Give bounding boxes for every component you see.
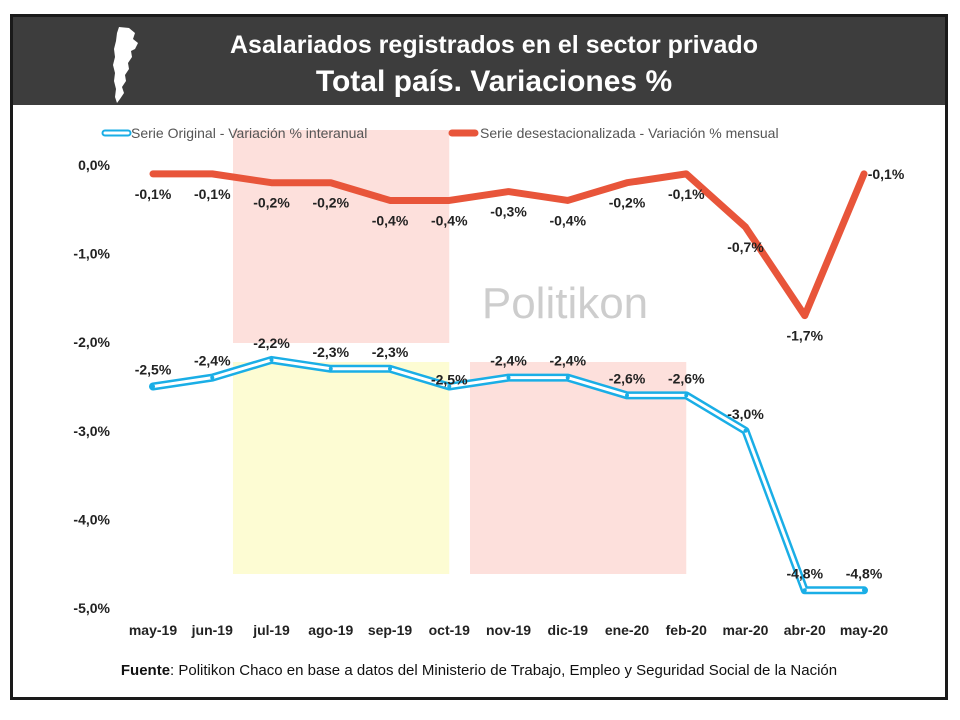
chart-frame: Asalariados registrados en el sector pri… [10,14,948,700]
source-label: Fuente [120,662,171,679]
header-bar: Asalariados registrados en el sector pri… [13,17,945,105]
source-text: : Politikon Chaco en base a datos del Mi… [170,662,838,679]
chart-subtitle: Total país. Variaciones % [315,65,673,98]
argentina-map-icon [113,27,138,103]
source-note: Fuente: Politikon Chaco en base a datos … [13,662,945,679]
chart-title: Asalariados registrados en el sector pri… [230,31,758,59]
